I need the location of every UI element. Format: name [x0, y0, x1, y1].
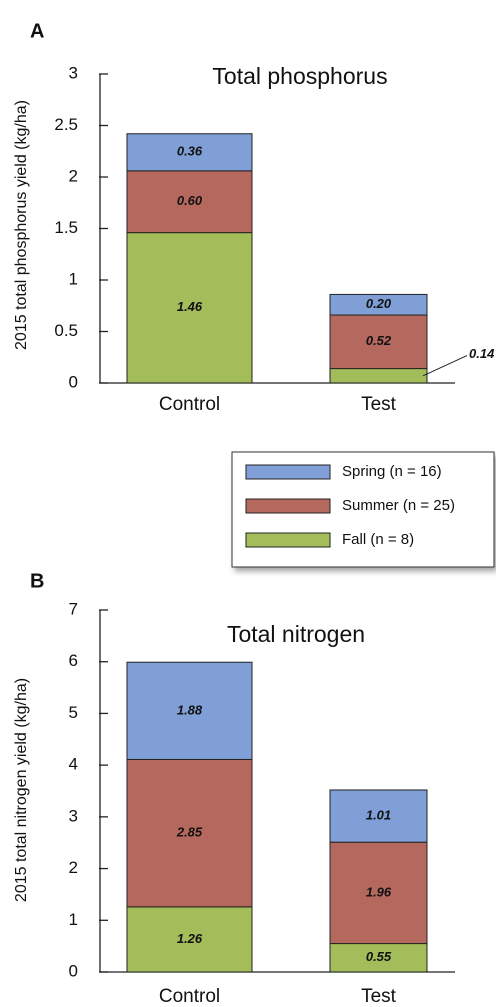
bar-segment — [126, 133, 253, 172]
value-label: 1.96 — [366, 884, 392, 899]
legend-swatch — [245, 532, 331, 548]
panel-label: B — [30, 570, 44, 592]
x-tick-label: Test — [361, 394, 397, 415]
value-label: 1.88 — [177, 702, 203, 717]
legend-label: Spring (n = 16) — [342, 463, 442, 480]
bar-segment — [126, 758, 253, 908]
y-axis-label: 2015 total nitrogen yield (kg/ha) — [13, 678, 30, 902]
bar-segment — [329, 314, 428, 370]
y-tick-label: 2.5 — [54, 115, 78, 134]
y-tick-label: 0.5 — [54, 321, 78, 340]
value-label: 1.01 — [366, 808, 391, 823]
legend-swatch — [245, 498, 331, 514]
value-label: 0.52 — [366, 333, 392, 348]
legend-label: Summer (n = 25) — [342, 497, 455, 514]
bar-segment — [329, 293, 428, 316]
y-tick-label: 1.5 — [54, 218, 78, 237]
value-label: 0.14 — [469, 346, 495, 361]
leader-line — [422, 355, 468, 377]
y-tick-label: 1 — [69, 269, 78, 288]
value-label: 0.60 — [177, 193, 203, 208]
y-tick-label: 0 — [69, 961, 78, 980]
value-label: 0.20 — [366, 296, 392, 311]
y-tick-label: 5 — [69, 703, 78, 722]
value-label: 1.26 — [177, 931, 203, 946]
panel-label: A — [30, 20, 44, 42]
bar-segment — [126, 661, 253, 760]
x-tick-label: Test — [361, 986, 397, 1007]
bar-segment — [126, 170, 253, 234]
y-tick-label: 6 — [69, 651, 78, 670]
legend-label: Fall (n = 8) — [342, 531, 414, 548]
bar-segment — [329, 368, 428, 384]
legend: Spring (n = 16) Summer (n = 25) Fall (n = … — [231, 451, 495, 568]
y-tick-label: 1 — [69, 910, 78, 929]
y-tick-label: 2 — [69, 166, 78, 185]
x-tick-label: Control — [159, 986, 220, 1007]
bar-segment — [126, 232, 253, 384]
value-label: 0.36 — [177, 144, 203, 159]
y-tick-label: 2 — [69, 858, 78, 877]
x-tick-label: Control — [159, 394, 220, 415]
y-tick-label: 3 — [69, 806, 78, 825]
value-label: 0.55 — [366, 949, 392, 964]
bar-segment — [126, 906, 253, 973]
chart-title: Total nitrogen — [227, 621, 365, 647]
chart-title: Total phosphorus — [212, 63, 387, 89]
value-label: 2.85 — [176, 825, 203, 840]
y-tick-label: 0 — [69, 372, 78, 391]
y-tick-label: 7 — [69, 599, 78, 618]
y-tick-label: 4 — [69, 755, 78, 774]
y-tick-label: 3 — [69, 63, 78, 82]
bar-segment — [329, 789, 428, 843]
legend-swatch — [245, 464, 331, 480]
bar-segment — [329, 841, 428, 945]
value-label: 1.46 — [177, 299, 203, 314]
y-axis-label: 2015 total phosphorus yield (kg/ha) — [13, 100, 30, 350]
